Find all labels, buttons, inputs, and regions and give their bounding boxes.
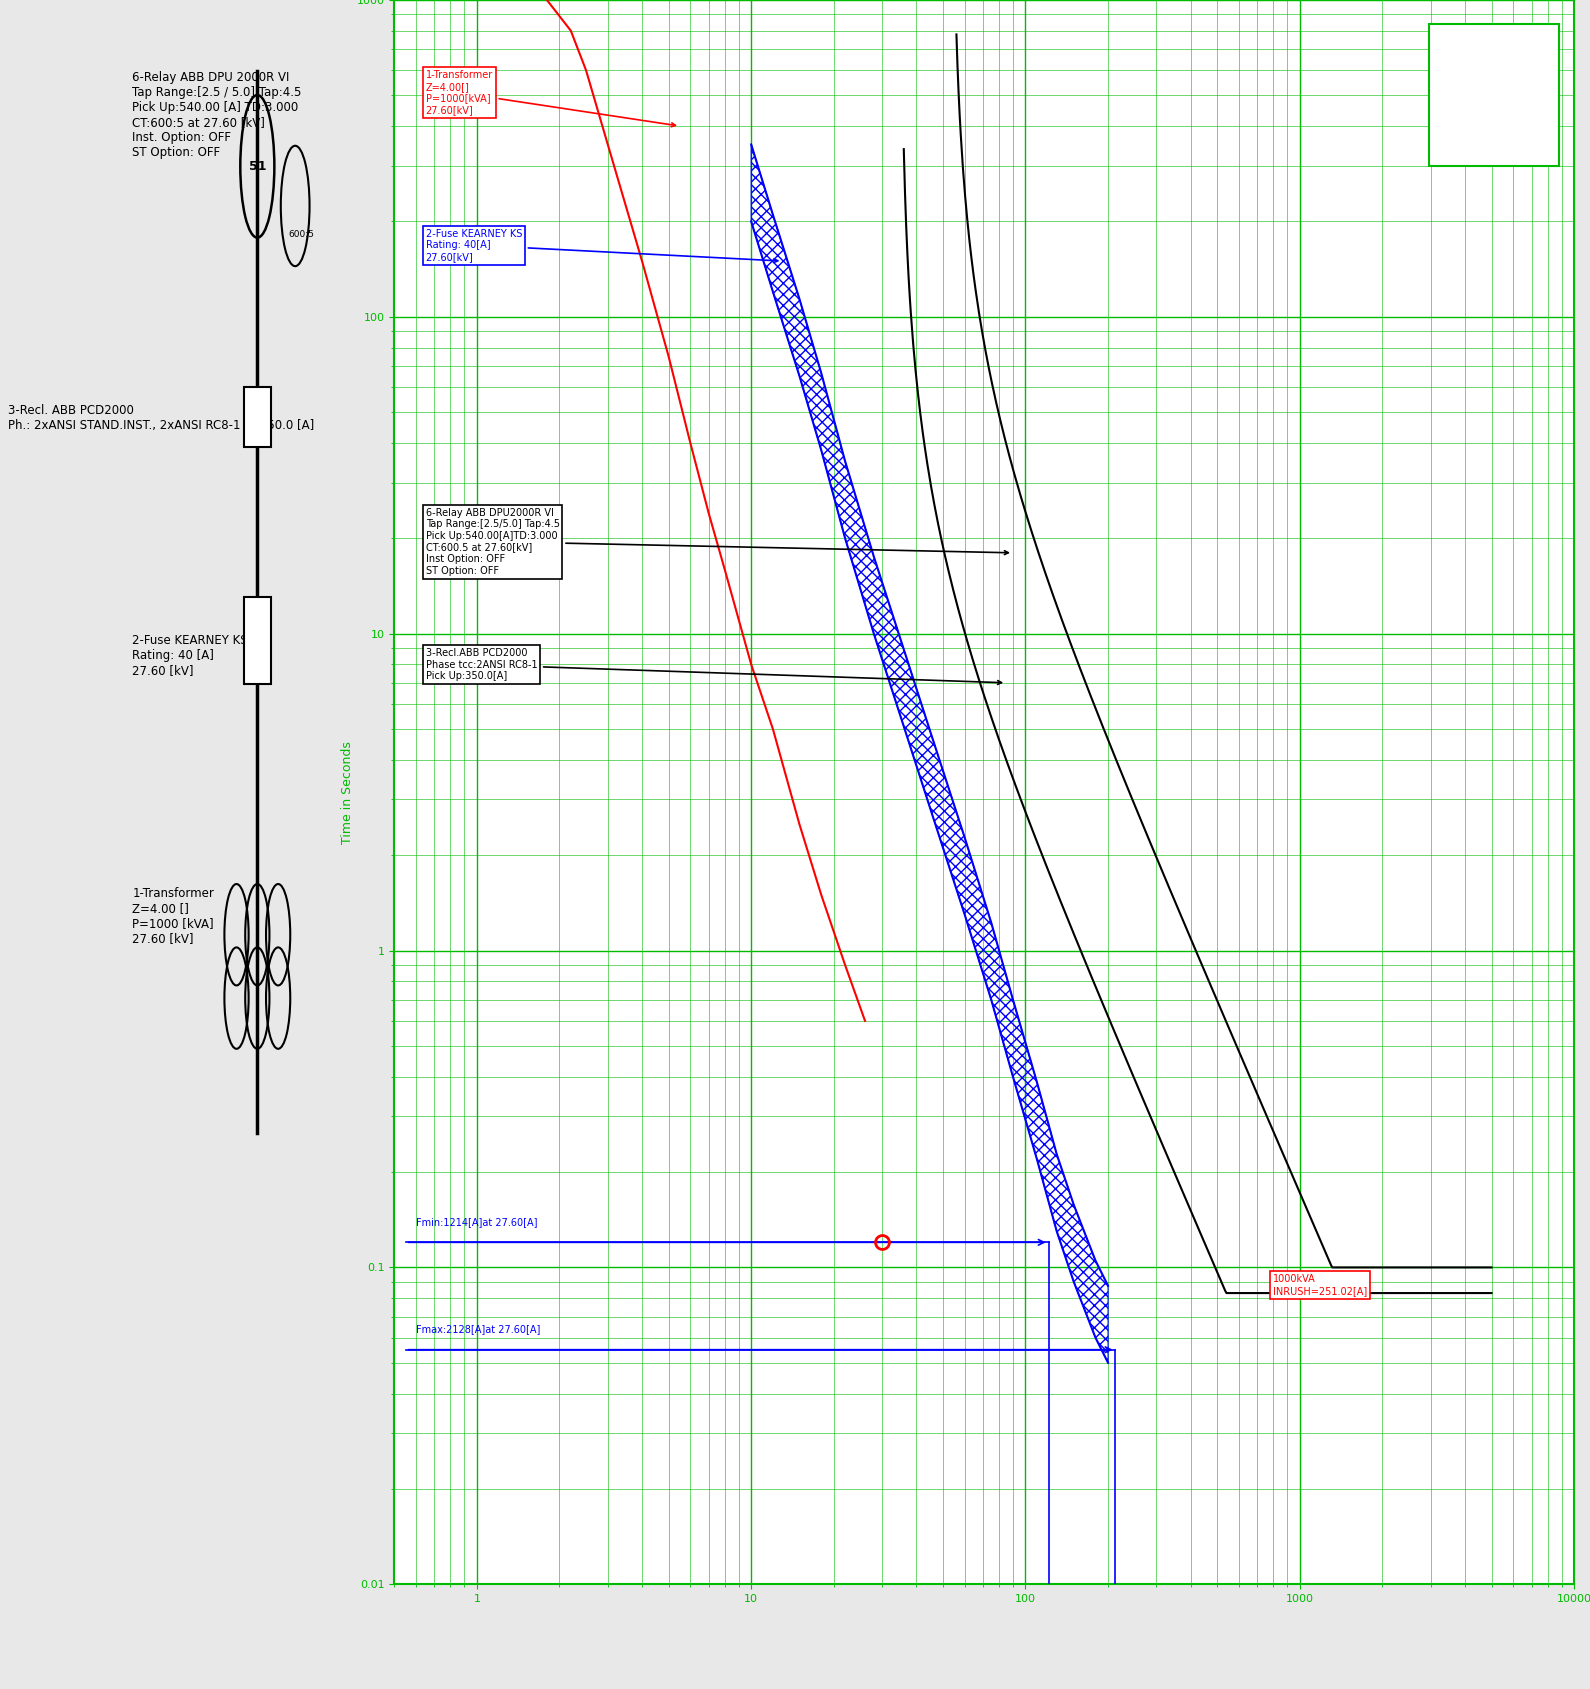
Text: 600:5: 600:5 [288, 230, 313, 238]
Bar [245, 387, 270, 448]
Text: R: R [253, 410, 262, 424]
Text: 6-Relay ABB DPU2000R VI
Tap Range:[2.5/5.0] Tap:4.5
Pick Up:540.00[A]TD:3.000
CT: 6-Relay ABB DPU2000R VI Tap Range:[2.5/5… [426, 508, 1008, 576]
Y-axis label: Time in Seconds: Time in Seconds [340, 741, 355, 843]
Text: 51: 51 [248, 160, 266, 172]
Text: 6-Relay ABB DPU 2000R VI
Tap Range:[2.5 / 5.0] Tap:4.5
Pick Up:540.00 [A] TD:3.0: 6-Relay ABB DPU 2000R VI Tap Range:[2.5 … [132, 71, 302, 159]
Text: 2-Fuse KEARNEY KS
Rating: 40 [A]
27.60 [kV]: 2-Fuse KEARNEY KS Rating: 40 [A] 27.60 [… [132, 633, 248, 677]
Text: 1-Transformer
Z=4.00 []
P=1000 [kVA]
27.60 [kV]: 1-Transformer Z=4.00 [] P=1000 [kVA] 27.… [132, 887, 215, 946]
Bar [245, 598, 270, 684]
Text: 1000kVA
INRUSH=251.02[A]: 1000kVA INRUSH=251.02[A] [1274, 1274, 1367, 1295]
Text: 1-Transformer
Z=4.00[]
P=1000[kVA]
27.60[kV]: 1-Transformer Z=4.00[] P=1000[kVA] 27.60… [426, 71, 676, 127]
Text: Fmax:2128[A]at 27.60[A]: Fmax:2128[A]at 27.60[A] [417, 1324, 541, 1334]
Text: 2-Fuse KEARNEY KS
Rating: 40[A]
27.60[kV]: 2-Fuse KEARNEY KS Rating: 40[A] 27.60[kV… [426, 228, 778, 262]
Text: 3-Recl. ABB PCD2000
Ph.: 2xANSI STAND.INST., 2xANSI RC8-1 at 350.0 [A]: 3-Recl. ABB PCD2000 Ph.: 2xANSI STAND.IN… [8, 404, 313, 432]
Bar [1429, 24, 1558, 166]
Text: 3-Recl.ABB PCD2000
Phase tcc:2ANSI RC8-1
Pick Up:350.0[A]: 3-Recl.ABB PCD2000 Phase tcc:2ANSI RC8-1… [426, 649, 1002, 684]
Text: Fmin:1214[A]at 27.60[A]: Fmin:1214[A]at 27.60[A] [417, 1216, 537, 1226]
